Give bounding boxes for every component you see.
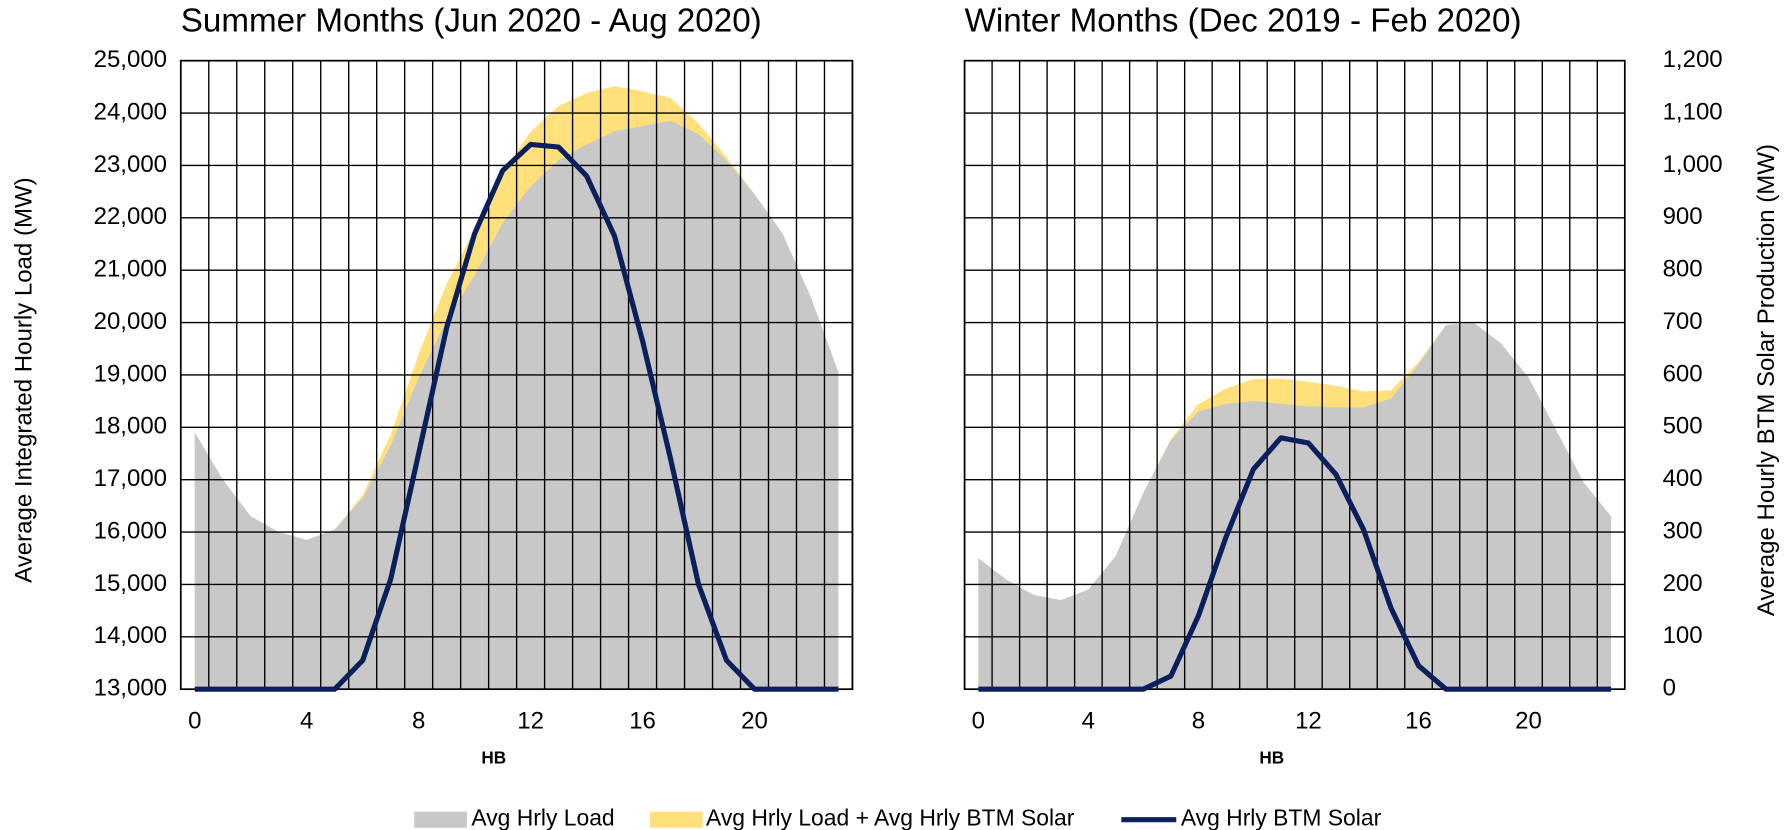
y-tick-label: 21,000 <box>94 256 167 283</box>
y-tick-label: 22,000 <box>94 203 167 230</box>
x-tick-label: 8 <box>412 708 425 735</box>
legend-swatch <box>414 811 467 828</box>
y2-tick-label: 0 <box>1663 675 1676 702</box>
y2-tick-label: 800 <box>1663 256 1703 283</box>
line <box>194 141 839 692</box>
y2-tick-label: 700 <box>1663 308 1703 335</box>
x-tick-label: 12 <box>517 708 544 735</box>
y-axis-title: Average Integrated Hourly Load (MW) <box>11 177 38 582</box>
y2-tick-label: 400 <box>1663 465 1703 492</box>
legend-swatch <box>649 811 703 828</box>
chart-title: Summer Months (Jun 2020 - Aug 2020) <box>181 3 762 40</box>
x-axis-title: HB <box>481 748 506 768</box>
chart-title: Winter Months (Dec 2019 - Feb 2020) <box>965 3 1522 40</box>
y-tick-label: 19,000 <box>94 360 167 387</box>
legend-label: Avg Hrly Load + Avg Hrly BTM Solar <box>706 805 1075 830</box>
y2-axis-title: Average Hourly BTM Solar Production (MW) <box>1753 144 1780 616</box>
y-tick-label: 18,000 <box>94 413 167 440</box>
plot-border <box>963 59 1626 691</box>
y2-tick-label: 1,100 <box>1663 98 1723 125</box>
y2-tick-label: 900 <box>1663 203 1703 230</box>
x-axis-title: HB <box>1259 748 1284 768</box>
y2-tick-label: 300 <box>1663 517 1703 544</box>
y-tick-label: 25,000 <box>94 46 167 73</box>
x-tick-label: 0 <box>972 708 985 735</box>
y-tick-label: 14,000 <box>94 622 167 649</box>
y-tick-label: 17,000 <box>94 465 167 492</box>
x-tick-label: 16 <box>629 708 656 735</box>
y-tick-label: 23,000 <box>94 151 167 178</box>
plot-border <box>179 59 854 691</box>
y-tick-label: 16,000 <box>94 517 167 544</box>
x-tick-label: 4 <box>1082 708 1095 735</box>
y-tick-label: 20,000 <box>94 308 167 335</box>
x-tick-label: 8 <box>1192 708 1205 735</box>
y-tick-label: 15,000 <box>94 570 167 597</box>
legend-label: Avg Hrly Load <box>471 805 614 830</box>
y2-tick-label: 1,200 <box>1663 46 1723 73</box>
x-tick-label: 4 <box>300 708 313 735</box>
y-tick-label: 13,000 <box>94 675 167 702</box>
x-tick-label: 16 <box>1405 708 1432 735</box>
x-tick-label: 20 <box>741 708 768 735</box>
y2-tick-label: 200 <box>1663 570 1703 597</box>
line <box>978 435 1612 692</box>
y2-tick-label: 1,000 <box>1663 151 1723 178</box>
x-tick-label: 20 <box>1515 708 1542 735</box>
x-tick-label: 12 <box>1295 708 1322 735</box>
legend-label: Avg Hrly BTM Solar <box>1181 805 1382 830</box>
x-tick-label: 0 <box>188 708 201 735</box>
y-tick-label: 24,000 <box>94 98 167 125</box>
y2-tick-label: 500 <box>1663 413 1703 440</box>
y2-tick-label: 100 <box>1663 622 1703 649</box>
y2-tick-label: 600 <box>1663 360 1703 387</box>
